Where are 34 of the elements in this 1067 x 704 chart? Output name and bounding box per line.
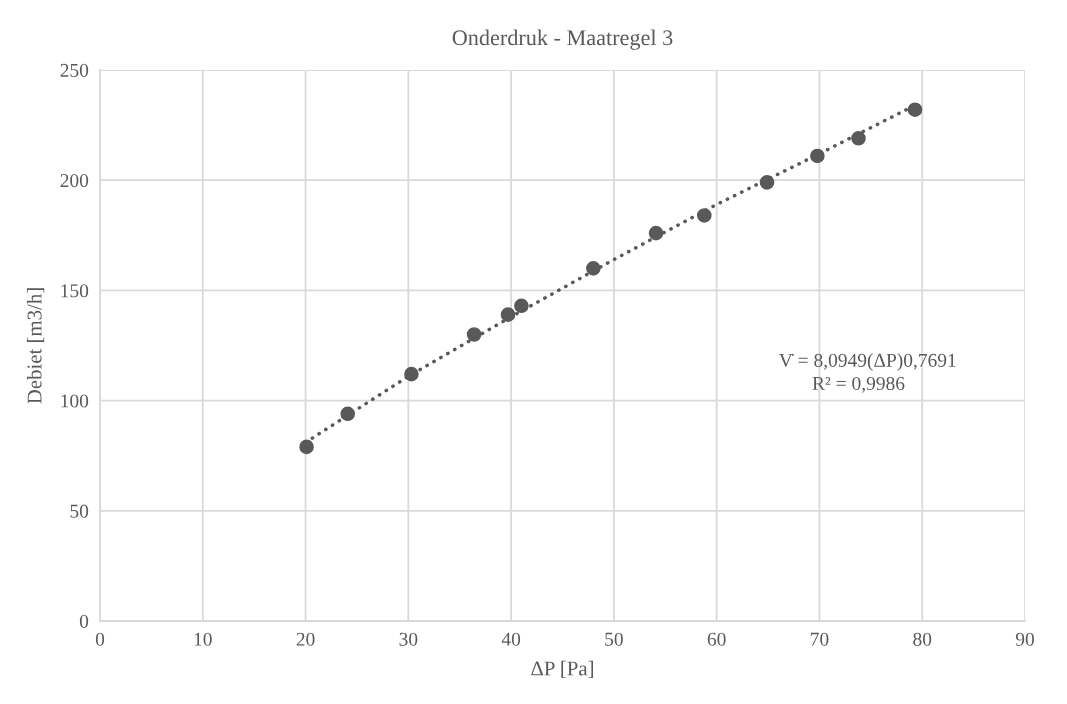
x-tick-label: 0 [95,632,105,646]
point [759,175,775,190]
point [697,208,712,223]
point [404,366,419,382]
x-tick-label: 10 [194,632,212,646]
point [648,225,664,241]
x-tick-label: 90 [1015,632,1034,646]
x-tick-label: 60 [707,632,726,646]
chart-title: Onderdruk - Maatregel 3 [452,29,673,50]
x-tick-label: 50 [605,632,623,646]
x-tick-label: 40 [501,632,521,646]
point [299,439,314,455]
y-tick-label: 150 [61,284,89,298]
x-tick-label: 20 [296,632,315,646]
annotation: R² = 0,9986 [812,376,905,393]
point [500,307,516,322]
point [514,298,529,314]
point [586,261,601,276]
y-tick-label: 0 [79,614,89,628]
point [340,406,355,422]
x-tick-label: 30 [399,632,418,646]
annotation: V̇ = 8,0949(ΔP)0,7691 [779,353,956,371]
x-tick-label: 80 [913,632,932,646]
y-tick-label: 250 [60,63,89,77]
y-tick-label: 100 [61,394,89,408]
y-tick-label: 200 [60,174,89,188]
point [810,148,825,164]
y-axis-title: Debiet [m3/h] [26,288,45,404]
y-tick-label: 50 [70,504,89,518]
point [907,102,923,117]
point [851,131,866,146]
x-tick-label: 70 [811,632,829,646]
point [466,327,482,342]
x-axis-title: ΔP [Pa] [531,660,594,679]
